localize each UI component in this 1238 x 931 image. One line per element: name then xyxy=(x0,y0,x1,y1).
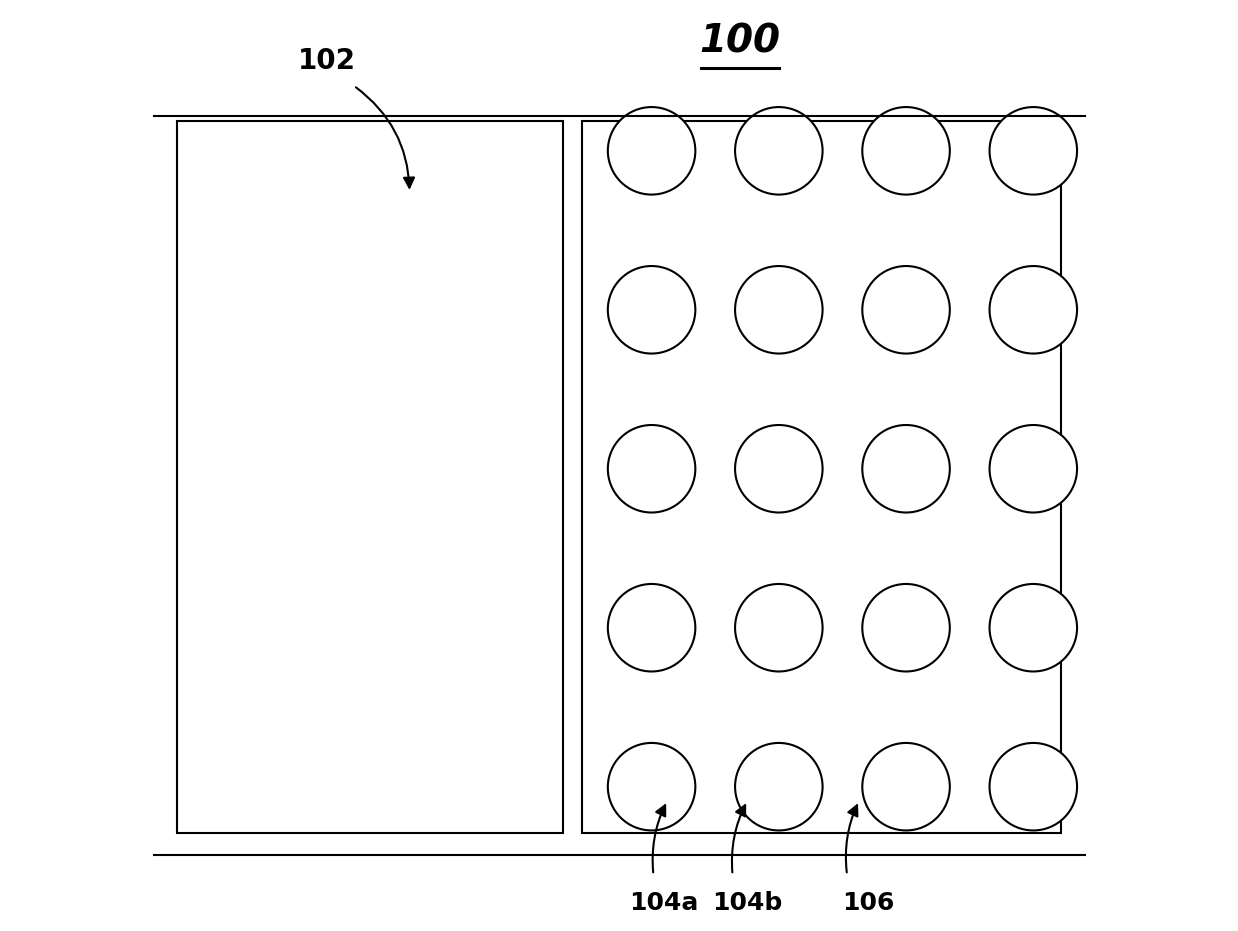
Circle shape xyxy=(735,743,822,830)
Circle shape xyxy=(989,425,1077,512)
Circle shape xyxy=(608,743,696,830)
Circle shape xyxy=(608,266,696,354)
Circle shape xyxy=(989,584,1077,671)
Circle shape xyxy=(863,107,950,195)
Text: 104a: 104a xyxy=(629,891,698,915)
Text: 106: 106 xyxy=(842,891,895,915)
Circle shape xyxy=(863,425,950,512)
Circle shape xyxy=(863,743,950,830)
Circle shape xyxy=(608,584,696,671)
Circle shape xyxy=(989,266,1077,354)
Bar xyxy=(177,121,563,833)
Bar xyxy=(582,121,1061,833)
Circle shape xyxy=(735,425,822,512)
Circle shape xyxy=(735,107,822,195)
Circle shape xyxy=(735,266,822,354)
Circle shape xyxy=(608,107,696,195)
Circle shape xyxy=(989,743,1077,830)
Text: 102: 102 xyxy=(298,47,355,74)
Circle shape xyxy=(863,584,950,671)
Circle shape xyxy=(989,107,1077,195)
Text: 104b: 104b xyxy=(712,891,782,915)
Text: 100: 100 xyxy=(699,23,780,61)
Circle shape xyxy=(608,425,696,512)
Circle shape xyxy=(863,266,950,354)
Circle shape xyxy=(735,584,822,671)
